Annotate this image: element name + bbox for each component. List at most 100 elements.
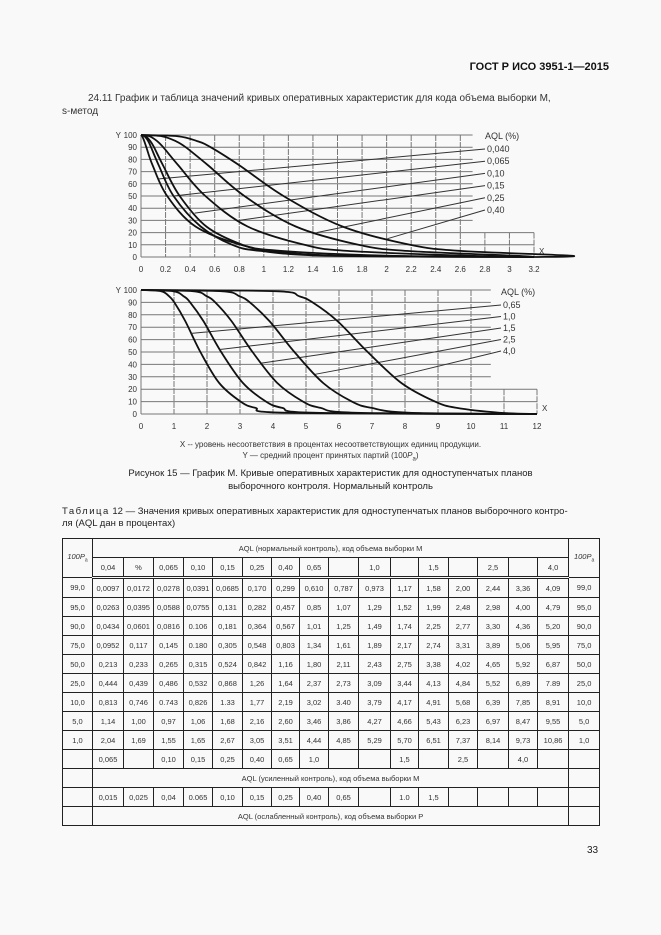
leader-line [261,327,502,364]
y-tick-label: 70 [128,323,137,332]
value-cell: 0,813 [92,692,124,712]
normal-aql-cell: 0,04 [92,557,124,579]
x-tick-label: 1.4 [307,265,319,274]
y-tick-label: 60 [128,336,137,345]
x-tick-label: 4 [271,422,276,431]
value-cell: 1,26 [242,673,272,693]
value-cell: 1,89 [358,635,391,655]
value-cell: 1,77 [242,692,272,712]
x-tick-label: 2.2 [406,265,418,274]
value-cell: 0,746 [123,692,154,712]
tightened-header: AQL (усиленный контроль), код объема выб… [91,768,570,788]
oc-curve [140,134,535,258]
figure-legend-x: X -- уровень несоответствия в процентах … [179,440,482,449]
value-cell: 1,68 [212,711,243,731]
value-cell: 3,51 [271,730,300,750]
value-cell: 2,37 [299,673,329,693]
x-tick-label: 0.8 [234,265,246,274]
series-label: 0,25 [487,193,505,203]
pa-cell: 25,0 [62,673,93,693]
normal-aql-cell [328,557,359,579]
pa-cell-right: 99,0 [568,577,601,598]
value-cell: 4,91 [418,692,449,712]
table-row: 10,0 0,813 0,746 0.743 0,826 1.33 1,77 2,19 3,02… [62,692,601,712]
value-cell: 6,39 [477,692,509,712]
value-cell: 0,0952 [92,635,124,655]
x-tick-label: 0 [139,422,144,431]
value-cell: 3,05 [242,730,272,750]
normal-aql-cell: 0,65 [299,557,329,579]
value-cell: 8,47 [508,711,538,731]
value-cell: 2,74 [418,635,449,655]
figure-legend-y: Y — средний процент принятых партий (100… [242,451,419,463]
empty-cell [568,768,601,788]
value-cell: 0,305 [212,635,243,655]
value-cell: 5,95 [536,635,570,655]
reduced-aql-cell: 0,40 [299,787,329,807]
value-cell: 1,14 [92,711,124,731]
value-cell: 0,0097 [92,577,124,598]
reduced-aql-cell: 0.065 [183,787,213,807]
x-tick-label: 9 [436,422,441,431]
value-cell: 0,282 [242,597,272,617]
value-cell: 1.33 [212,692,243,712]
table-caption-line2: ля (AQL дан в процентах) [62,518,176,529]
value-cell: 0.106 [183,616,213,636]
value-cell: 0,0755 [183,597,213,617]
pa-header: 100Pa [62,538,93,578]
x-axis-label: X [542,404,548,413]
value-cell: 4,79 [536,597,570,617]
x-tick-label: 1.6 [332,265,344,274]
value-cell: 0,181 [212,616,243,636]
value-cell: 6,23 [448,711,478,731]
value-cell: 8,14 [477,730,509,750]
value-cell: 5,20 [536,616,570,636]
value-cell: 2,75 [390,654,419,674]
value-cell: 0,364 [242,616,272,636]
empty-cell [568,787,601,807]
pa-cell-right: 50,0 [568,654,601,674]
oc-curve [140,289,538,415]
normal-aql-cell: 0,065 [153,557,184,579]
value-cell: 1,00 [123,711,154,731]
value-cell: 6,51 [418,730,449,750]
series-label: 4,0 [503,346,516,356]
y-tick-label: 0 [133,253,138,262]
empty-cell [568,749,601,769]
pa-cell-right: 90,0 [568,616,601,636]
normal-aql-cell [448,557,478,579]
y-tick-label: 30 [128,373,137,382]
leader-line [316,197,486,234]
normal-aql-cell: 4,0 [536,557,570,579]
tightened-aql-cell: 2,5 [448,749,478,769]
x-tick-label: 0.6 [209,265,221,274]
x-tick-label: 10 [467,422,476,431]
value-cell: 6,97 [477,711,509,731]
value-cell: 0,973 [358,577,391,598]
series-label: 0,10 [487,168,505,178]
value-cell: 0,868 [212,673,243,693]
series-label: 2,5 [503,335,516,345]
value-cell: 4,13 [418,673,449,693]
reduced-aql-cell [358,787,391,807]
value-cell: 4,27 [358,711,391,731]
value-cell: 0,842 [242,654,272,674]
value-cell: 5,29 [358,730,391,750]
value-cell: 0,0395 [123,597,154,617]
value-cell: 3,79 [358,692,391,712]
value-cell: 0,444 [92,673,124,693]
value-cell: 1,64 [271,673,300,693]
value-cell: 0,0588 [153,597,184,617]
x-tick-label: 5 [304,422,309,431]
value-cell: 0,610 [299,577,329,598]
normal-aql-cell: 1,0 [358,557,391,579]
oc-curve [140,134,535,258]
tightened-aql-row: 0,065 0,10 0,15 0,25 0,40 0,65 1,0 1,5 2,5 4,0 [62,749,601,769]
leader-line [159,148,486,180]
value-cell: 2,43 [358,654,391,674]
value-cell: 1,29 [358,597,391,617]
table-row: 99,0 0,0097 0,0172 0,0278 0,0391 0,0685 0,170 0… [62,577,601,598]
y-tick-label: 90 [128,298,137,307]
legend-title: AQL (%) [485,131,519,141]
oc-curve [140,289,538,415]
